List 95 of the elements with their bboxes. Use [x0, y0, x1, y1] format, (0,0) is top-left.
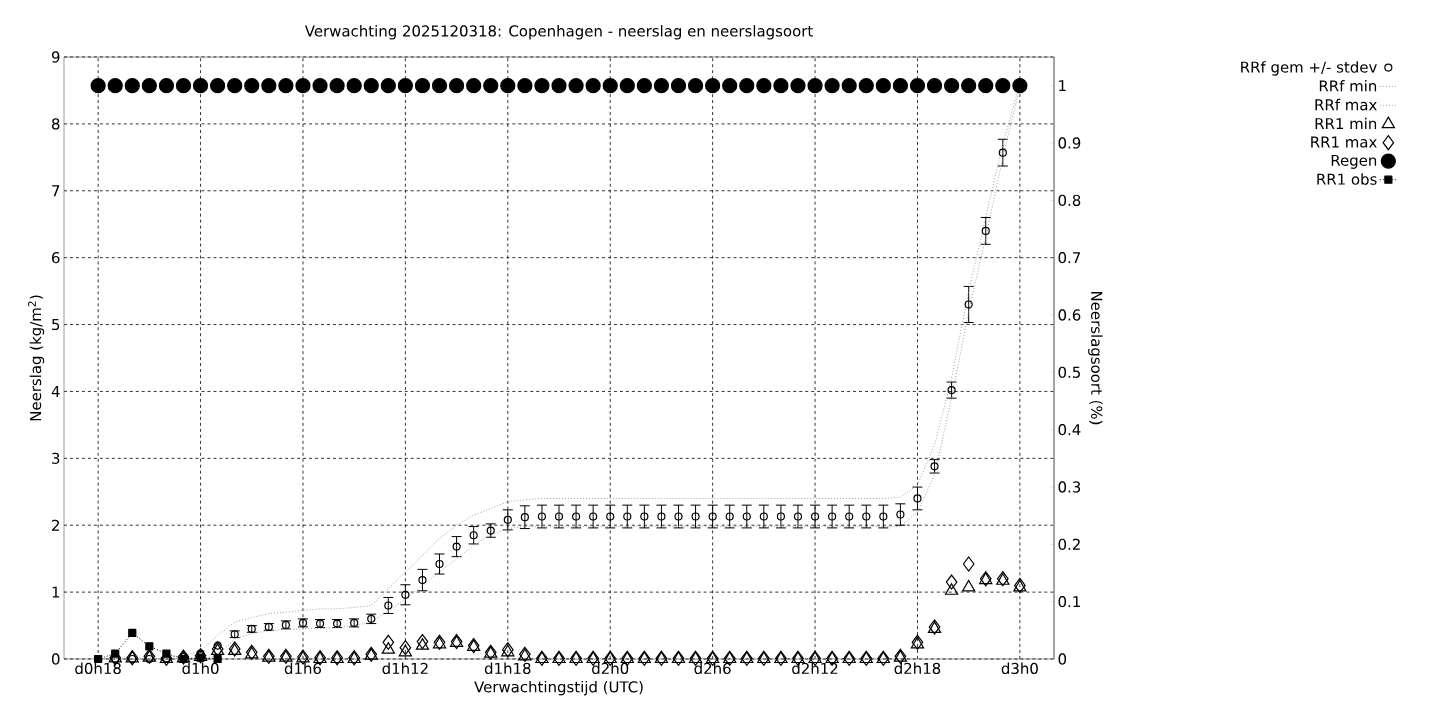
point — [691, 512, 700, 521]
y2-tick-label: 0.2 — [1058, 538, 1080, 550]
y2-tick-label: 0.3 — [1058, 481, 1081, 493]
point — [879, 512, 888, 521]
legend-label: RRf max — [1315, 98, 1377, 111]
point — [640, 512, 649, 521]
point — [947, 386, 956, 395]
legend-label: RRf min — [1319, 80, 1377, 92]
legend-label: RR1 max — [1311, 136, 1377, 148]
point — [469, 531, 478, 540]
point — [945, 574, 958, 590]
point — [964, 300, 973, 309]
point — [913, 494, 922, 503]
legend-label: RRf gem +/- stdev — [1241, 61, 1377, 76]
x-tick-label: d2h18 — [894, 662, 941, 675]
point — [416, 634, 429, 650]
y2-tick-label: 0.6 — [1058, 309, 1081, 321]
y-tick-label: 0 — [51, 653, 60, 665]
point — [503, 515, 512, 524]
point — [145, 654, 154, 664]
point — [674, 512, 683, 521]
point — [196, 653, 205, 662]
point — [213, 641, 222, 650]
y2-tick-label: 0.8 — [1058, 194, 1081, 206]
point — [725, 512, 734, 521]
point — [962, 556, 975, 572]
point — [381, 642, 395, 654]
point — [981, 226, 990, 236]
x-tick-label: d3h0 — [1001, 662, 1038, 675]
y-tick-label: 4 — [51, 386, 60, 397]
legend-label: Regen — [1331, 154, 1377, 169]
point — [810, 512, 820, 521]
point — [776, 512, 786, 521]
point — [845, 512, 854, 521]
x-tick-label: d1h18 — [484, 662, 531, 675]
y-axis-title: Neerslag (kg/m$^{2}$) — [28, 295, 45, 421]
chart-title: Verwachting 2025120318: Copenhagen - neerslag en neerslagsoort — [304, 25, 813, 40]
point — [571, 512, 581, 521]
y2-tick-label: 0.5 — [1058, 366, 1080, 378]
point — [399, 640, 412, 656]
point — [589, 512, 598, 521]
y2-tick-label: 0.1 — [1058, 596, 1080, 608]
point — [384, 601, 393, 610]
x-tick-label: d1h6 — [284, 662, 322, 675]
x-tick-label: d1h0 — [182, 662, 219, 675]
y2-tick-label: 0.9 — [1058, 137, 1081, 149]
point — [145, 642, 154, 651]
y-tick-label: 3 — [52, 452, 60, 464]
y-tick-label: 1 — [52, 586, 60, 598]
point — [962, 579, 976, 592]
y-tick-label: 7 — [52, 185, 60, 197]
y-tick-label: 2 — [52, 519, 59, 531]
point — [398, 644, 413, 657]
point — [401, 590, 410, 599]
y2-axis-title: Neerslagsoort (%) — [1088, 291, 1103, 425]
point — [435, 559, 444, 569]
point — [382, 634, 395, 650]
x-tick-label: d2h6 — [694, 662, 731, 675]
x-tick-label: d1h12 — [382, 662, 428, 675]
point — [128, 628, 137, 638]
y2-tick-label: 1 — [1059, 80, 1066, 92]
point — [606, 512, 615, 521]
point — [162, 649, 171, 658]
point — [415, 638, 430, 650]
point — [998, 148, 1007, 157]
y-tick-label: 6 — [52, 252, 60, 264]
point — [452, 542, 461, 551]
y-tick-label: 9 — [51, 51, 60, 63]
point — [896, 510, 905, 519]
point — [554, 512, 564, 521]
point — [828, 512, 837, 521]
point — [520, 513, 529, 522]
y2-tick-label: 0 — [1058, 653, 1067, 665]
x-tick-label: d2h0 — [592, 662, 629, 675]
point — [944, 583, 959, 595]
point — [418, 575, 427, 585]
point — [111, 649, 120, 658]
y2-tick-label: 0.4 — [1058, 424, 1081, 436]
y-tick-label: 5 — [52, 319, 60, 331]
legend-label: RR1 min — [1315, 117, 1377, 130]
legend-label: RR1 obs — [1317, 173, 1377, 185]
point — [128, 654, 137, 664]
x-axis-title: Verwachtingstijd (UTC) — [474, 680, 643, 696]
point — [862, 512, 871, 521]
point — [708, 512, 717, 521]
y-tick-label: 8 — [51, 118, 60, 130]
y2-tick-label: 0.7 — [1058, 252, 1081, 264]
point — [793, 512, 803, 521]
x-tick-label: d2h12 — [792, 662, 838, 675]
point — [759, 512, 768, 521]
point — [537, 512, 547, 521]
point — [657, 512, 666, 521]
point — [623, 512, 632, 521]
x-tick-label: d0h18 — [75, 662, 121, 675]
point — [742, 512, 751, 521]
